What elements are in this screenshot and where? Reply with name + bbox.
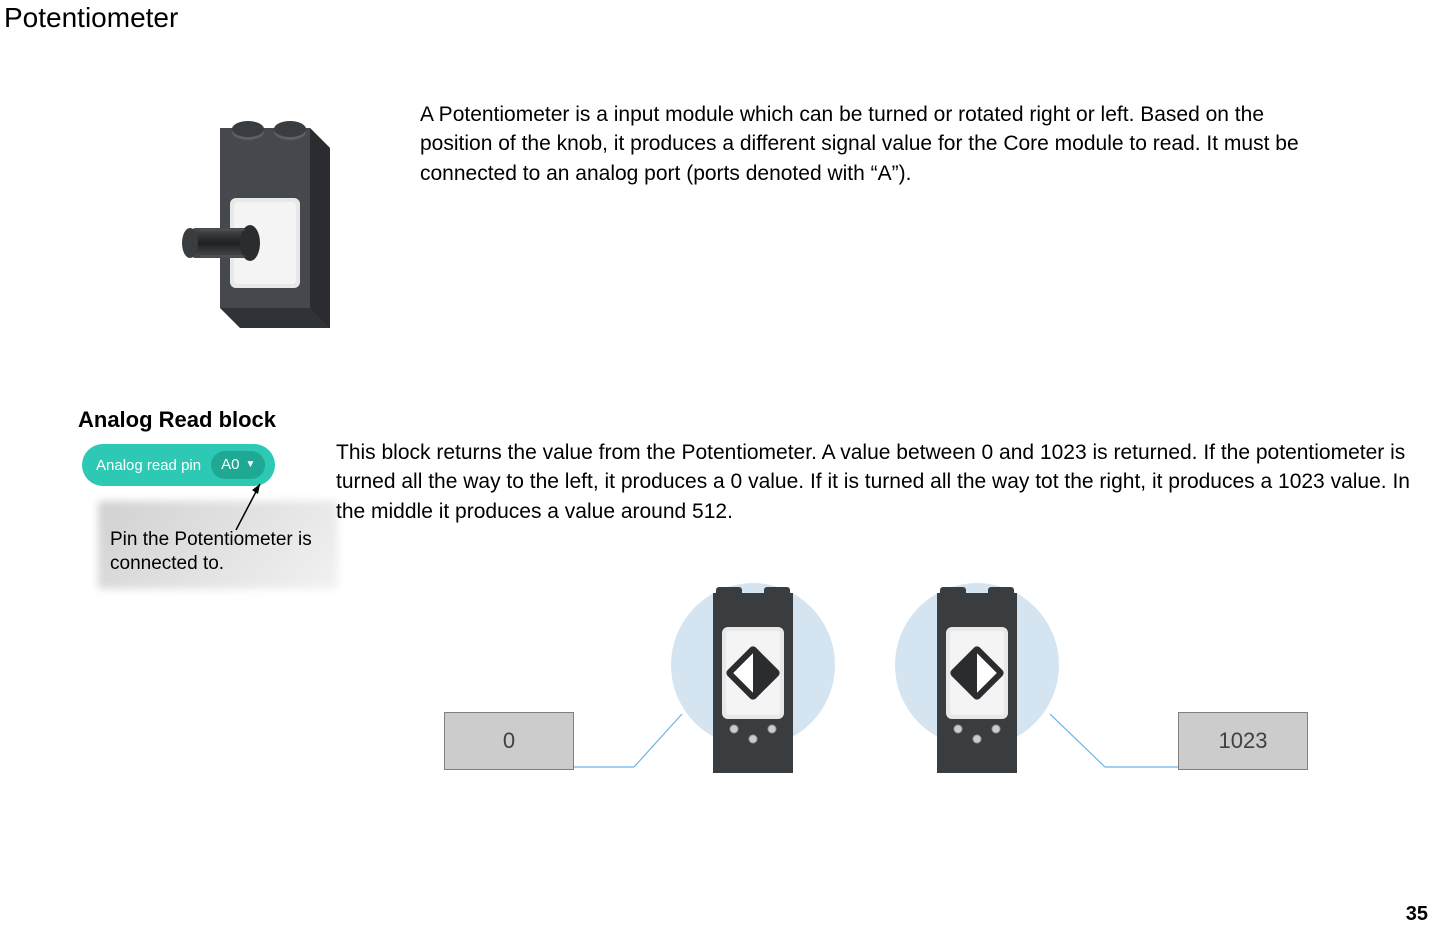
- callout-text: Pin the Potentiometer is connected to.: [110, 528, 320, 576]
- intro-paragraph: A Potentiometer is a input module which …: [420, 100, 1320, 188]
- page-title: Potentiometer: [4, 2, 178, 34]
- page-number: 35: [1406, 903, 1428, 926]
- chevron-down-icon: ▼: [245, 451, 255, 479]
- potentiometer-left-diagram: [668, 575, 838, 800]
- connector-left: [574, 712, 684, 772]
- max-value-box: 1023: [1178, 712, 1308, 770]
- pin-dropdown[interactable]: A0 ▼: [211, 451, 265, 479]
- block-label: Analog read pin: [96, 457, 201, 474]
- analog-read-heading: Analog Read block: [78, 407, 276, 433]
- block-description: This block returns the value from the Po…: [336, 438, 1416, 526]
- connector-right: [1050, 712, 1180, 772]
- min-value-box: 0: [444, 712, 574, 770]
- pin-value: A0: [221, 451, 239, 479]
- potentiometer-right-diagram: [892, 575, 1062, 800]
- potentiometer-hero-image: [160, 98, 360, 373]
